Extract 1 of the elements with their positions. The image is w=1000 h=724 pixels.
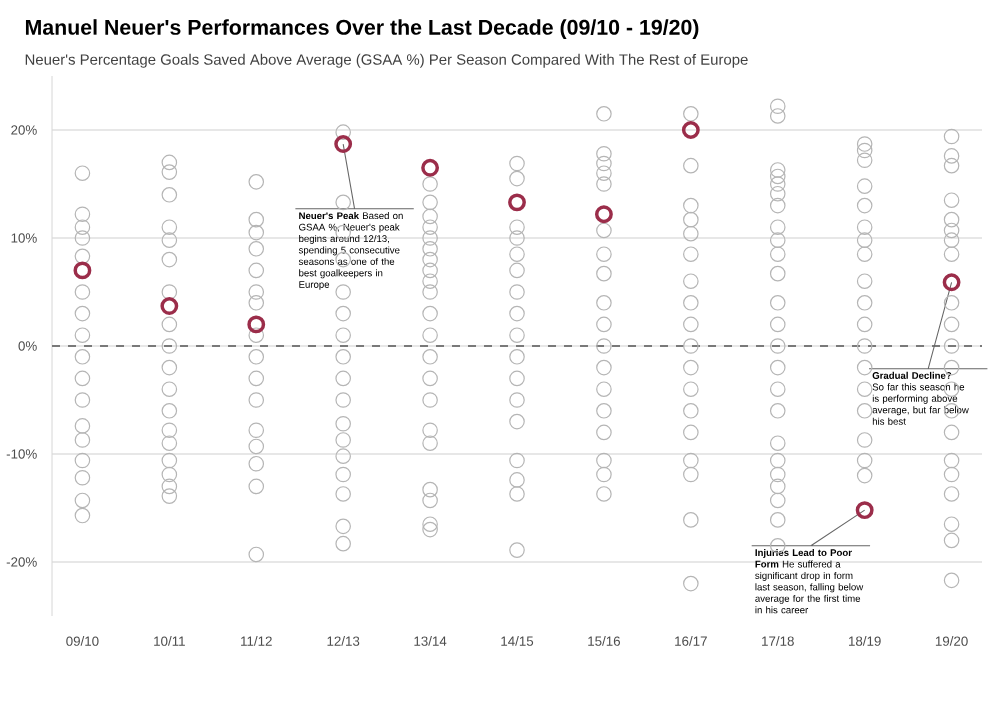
chart-title: Manuel Neuer's Performances Over the Last Decade (09/10 - 19/20) (25, 19, 699, 40)
